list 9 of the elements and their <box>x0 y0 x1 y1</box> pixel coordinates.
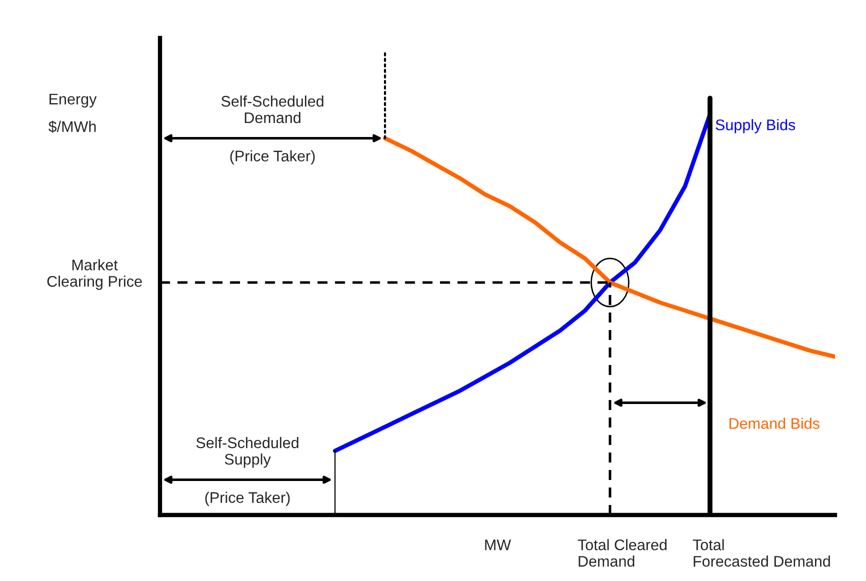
y-axis-title: Energy $/MWh <box>48 94 97 133</box>
ref-line-label: Market Clearing Price <box>47 259 142 290</box>
text: Demand Bids <box>730 418 820 429</box>
text: Self-Scheduled Supply (Price Taker) <box>196 437 298 506</box>
x-axis-title: MW <box>485 540 512 550</box>
text: Self-Scheduled Demand (Price Taker) <box>221 95 324 164</box>
series-label: Supply Bids <box>716 119 796 134</box>
text: Total Forecasted Demand <box>692 539 830 567</box>
text: Total Cleared Demand <box>578 539 667 567</box>
